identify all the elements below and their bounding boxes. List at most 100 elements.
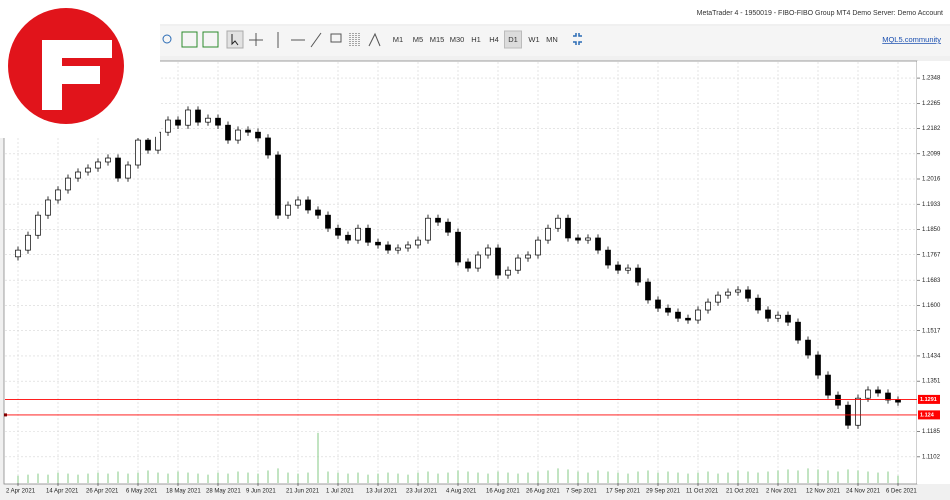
- autoscroll-icon[interactable]: [181, 31, 198, 48]
- candle-body: [225, 124, 231, 141]
- volume-bar: [407, 474, 409, 483]
- plot: 1.2348 1.2265 1.2182 1.2099 1.2016 1.1933 1.18…: [4, 62, 941, 495]
- volume-bar: [547, 470, 549, 483]
- volume-bar: [297, 473, 299, 483]
- text-icon[interactable]: [330, 33, 342, 43]
- x-tick-label: 6 May 2021: [126, 489, 158, 495]
- candle-body: [485, 247, 491, 256]
- volume-bar: [747, 471, 749, 483]
- volume-bar: [877, 472, 879, 483]
- volume-bar: [387, 472, 389, 483]
- volume-bar: [807, 468, 809, 483]
- volume-bar: [207, 474, 209, 483]
- volume-bar: [247, 472, 249, 483]
- volume-bar: [27, 474, 29, 483]
- volume-bar: [267, 470, 269, 483]
- x-tick-label: 24 Nov 2021: [846, 489, 881, 495]
- volume-bar: [317, 432, 319, 483]
- candle-body: [475, 254, 481, 269]
- candle-body: [615, 264, 621, 271]
- candle-body: [145, 139, 151, 151]
- y-tick-label: 1.1600: [922, 303, 941, 309]
- y-tick-label: 1.1351: [922, 379, 941, 385]
- volume-bar: [837, 471, 839, 483]
- fibo-icon[interactable]: [349, 33, 360, 46]
- candle-body: [675, 311, 681, 319]
- volume-bar: [237, 471, 239, 483]
- timeframe-button[interactable]: M15: [430, 35, 445, 44]
- logo: [0, 0, 160, 138]
- candle-body: [755, 297, 761, 311]
- trendline-icon[interactable]: [310, 32, 322, 48]
- volume-bar: [167, 473, 169, 483]
- level-label-bg: [918, 410, 940, 420]
- timeframe-button[interactable]: H1: [471, 35, 481, 44]
- zoom-icon[interactable]: [162, 34, 172, 44]
- volume-bar: [867, 471, 869, 483]
- candle-body: [815, 354, 821, 376]
- volume-bar: [157, 472, 159, 483]
- volume-bar: [127, 473, 129, 483]
- volume-bar: [117, 471, 119, 483]
- x-tick-label: 9 Jun 2021: [246, 489, 276, 495]
- volume-bar: [627, 473, 629, 483]
- candle-body: [55, 189, 61, 201]
- candle-body: [655, 299, 661, 309]
- candle-body: [345, 234, 351, 241]
- timeframe-button[interactable]: M1: [393, 35, 403, 44]
- mql5-link[interactable]: MQL5.community: [882, 35, 941, 44]
- shapes-icon[interactable]: [368, 32, 381, 47]
- candle-body: [305, 199, 311, 211]
- x-tick-label: 11 Oct 2021: [686, 489, 719, 495]
- y-tick-label: 1.2348: [922, 76, 941, 82]
- volume-bar: [887, 471, 889, 483]
- x-tick-label: 26 Aug 2021: [526, 489, 560, 495]
- x-tick-label: 29 Sep 2021: [646, 489, 681, 495]
- candle-body: [715, 294, 721, 303]
- candle-body: [235, 129, 241, 141]
- x-tick-label: 1 Jul 2021: [326, 489, 354, 495]
- volume-bar: [707, 471, 709, 483]
- volume-bar: [847, 469, 849, 483]
- candle-body: [355, 227, 361, 241]
- timeframe-button[interactable]: MN: [546, 35, 558, 44]
- volume-bar: [377, 473, 379, 483]
- volume-bar: [347, 473, 349, 483]
- volume-bar: [37, 473, 39, 483]
- shift-icon[interactable]: [202, 31, 219, 48]
- volume-bar: [777, 470, 779, 483]
- y-tick-label: 1.2099: [922, 151, 941, 157]
- candle-body: [65, 177, 71, 191]
- x-tick-label: 26 Apr 2021: [86, 489, 119, 495]
- candle-body: [255, 131, 261, 139]
- candle-body: [445, 221, 451, 233]
- candle-body: [875, 389, 881, 394]
- timeframe-button[interactable]: M5: [413, 35, 423, 44]
- fullscreen-icon[interactable]: [573, 33, 582, 45]
- candle-body: [415, 239, 421, 246]
- volume-bar: [277, 468, 279, 483]
- candle-body: [335, 227, 341, 236]
- cursor-icon[interactable]: [226, 30, 244, 49]
- candle-body: [295, 199, 301, 206]
- timeframe-button[interactable]: H4: [489, 35, 499, 44]
- toolbar-icons: [162, 30, 582, 49]
- candle-body: [745, 289, 751, 299]
- timeframe-button[interactable]: W1: [528, 35, 539, 44]
- candle-body: [115, 157, 121, 179]
- timeframe-button[interactable]: M30: [450, 35, 465, 44]
- candle-body: [395, 247, 401, 251]
- volume-bar: [227, 473, 229, 483]
- level-label-bg: [918, 394, 940, 404]
- candle-body: [785, 314, 791, 323]
- candle-body: [855, 397, 861, 426]
- candle-body: [275, 154, 281, 216]
- candle-body: [805, 339, 811, 356]
- x-tick-label: 14 Apr 2021: [46, 489, 79, 495]
- candle-body: [285, 204, 291, 216]
- crosshair-icon[interactable]: [249, 33, 263, 46]
- volume-bar: [437, 473, 439, 483]
- timeframe-button[interactable]: D1: [508, 35, 518, 44]
- volume-bar: [97, 472, 99, 483]
